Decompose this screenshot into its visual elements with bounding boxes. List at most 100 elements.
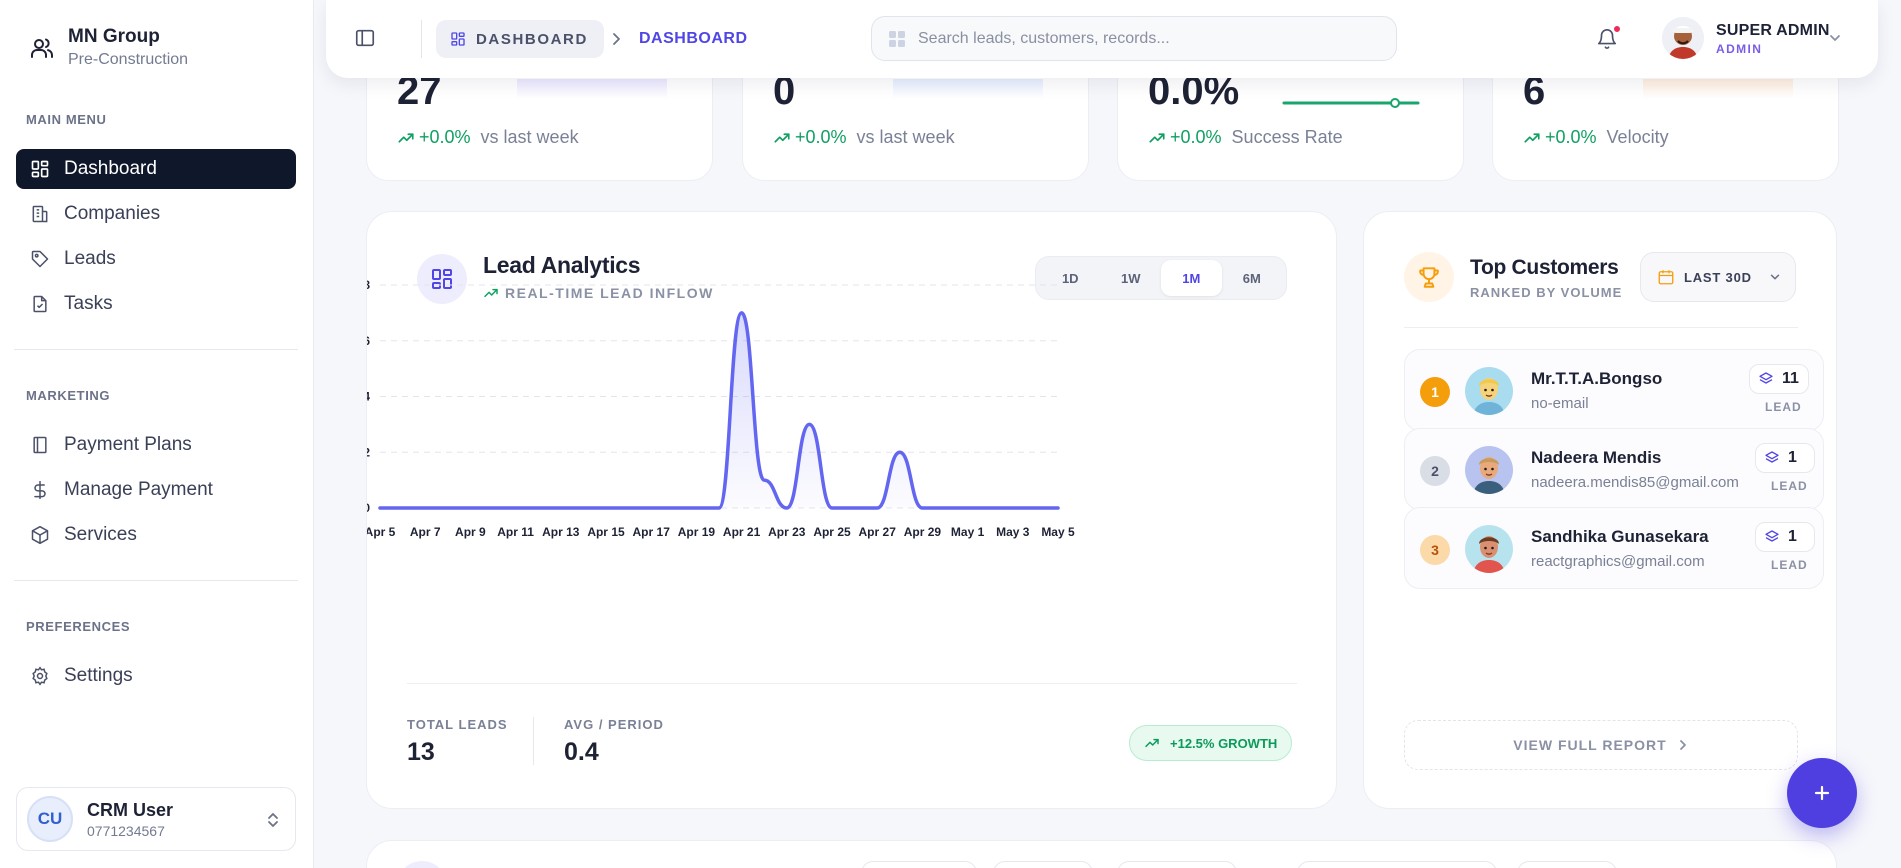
lead-count: 1 (1788, 528, 1797, 545)
avatar (1465, 367, 1513, 415)
add-fab-button[interactable] (1787, 758, 1857, 828)
period-select[interactable]: LAST 30D (1640, 252, 1796, 302)
bottom-card-icon (397, 861, 447, 868)
period-select-value: LAST 30D (1684, 269, 1752, 285)
data-point[interactable] (852, 505, 858, 511)
sidebar-item-services[interactable]: Services (16, 515, 296, 555)
lead-count: 1 (1788, 449, 1797, 466)
range-button-6m[interactable]: 6M (1242, 270, 1261, 286)
x-tick-label: Apr 17 (633, 525, 671, 539)
range-button-1m[interactable]: 1M (1161, 260, 1222, 296)
customer-row[interactable]: 1 Mr.T.T.A.Bongso no-email 11 LEAD (1404, 349, 1824, 431)
stat-sparkbar (893, 79, 1043, 99)
book-icon (33, 436, 47, 454)
user-card[interactable]: CU CRM User 0771234567 (16, 787, 296, 851)
users-icon (31, 38, 53, 58)
data-point[interactable] (377, 505, 383, 511)
data-point[interactable] (1055, 505, 1061, 511)
sidebar-item-companies[interactable]: Companies (16, 194, 296, 234)
data-point[interactable] (445, 505, 451, 511)
sidebar-item-label: Companies (64, 203, 161, 224)
stat-label: Velocity (1606, 127, 1669, 147)
view-full-report-button[interactable]: VIEW FULL REPORT (1404, 720, 1798, 770)
data-point[interactable] (784, 505, 790, 511)
y-tick-label: 0 (367, 501, 370, 515)
data-point[interactable] (1010, 505, 1016, 511)
customer-row[interactable]: 3 Sandhika Gunasekara reactgraphics@gmail.… (1404, 507, 1824, 589)
data-point[interactable] (603, 505, 609, 511)
data-point[interactable] (422, 505, 428, 511)
data-point[interactable] (761, 477, 767, 483)
data-point[interactable] (490, 505, 496, 511)
data-point[interactable] (648, 505, 654, 511)
bottom-card-control[interactable] (861, 861, 977, 868)
data-point[interactable] (535, 505, 541, 511)
x-tick-label: Apr 7 (410, 525, 441, 539)
section-label-preferences: PREFERENCES (26, 619, 131, 634)
data-point[interactable] (1032, 505, 1038, 511)
user-name: CRM User (87, 799, 174, 820)
stat-label: vs last week (480, 127, 579, 147)
x-tick-label: Apr 29 (904, 525, 942, 539)
data-point[interactable] (716, 505, 722, 511)
trend-up-icon (1145, 738, 1159, 748)
profile-name[interactable]: SUPER ADMIN (1716, 22, 1830, 39)
lead-caption: LEAD (1771, 479, 1808, 493)
bell-icon[interactable] (1596, 27, 1618, 51)
dashboard-icon (451, 32, 465, 46)
range-button-1w[interactable]: 1W (1121, 270, 1141, 286)
data-point[interactable] (693, 505, 699, 511)
bottom-card-control[interactable] (1297, 861, 1497, 868)
sidebar-item-manage-payment[interactable]: Manage Payment (16, 470, 296, 510)
sidebar-item-dashboard[interactable]: Dashboard (16, 149, 296, 189)
sidebar-item-payment-plans[interactable]: Payment Plans (16, 425, 296, 465)
top-customers-card: Top Customers RANKED BY VOLUME LAST 30D … (1363, 211, 1837, 809)
x-tick-label: May 5 (1041, 525, 1075, 539)
breadcrumb-root[interactable]: DASHBOARD (436, 20, 604, 58)
search-box[interactable] (871, 16, 1397, 61)
bottom-card-control[interactable] (993, 861, 1093, 868)
data-point[interactable] (513, 505, 519, 511)
search-input[interactable] (918, 29, 1358, 48)
brand[interactable]: MN Group Pre-Construction (30, 26, 188, 69)
series-line (378, 311, 1060, 510)
rank-badge: 2 (1420, 456, 1450, 486)
data-point[interactable] (626, 505, 632, 511)
data-point[interactable] (965, 505, 971, 511)
analytics-title: Lead Analytics (483, 252, 641, 278)
data-point[interactable] (739, 310, 745, 316)
data-point[interactable] (919, 505, 925, 511)
chevron-up-down-icon[interactable] (265, 810, 281, 830)
sidebar-divider (14, 349, 298, 350)
data-point[interactable] (829, 505, 835, 511)
data-point[interactable] (671, 505, 677, 511)
profile-role: ADMIN (1716, 42, 1763, 56)
data-point[interactable] (897, 449, 903, 455)
chevron-right-icon (613, 33, 620, 45)
sidebar-toggle-icon[interactable] (354, 27, 376, 49)
data-point[interactable] (987, 505, 993, 511)
bottom-card-control[interactable] (1117, 861, 1237, 868)
range-button-1d[interactable]: 1D (1061, 270, 1079, 286)
growth-text: +12.5% GROWTH (1170, 735, 1278, 751)
data-point[interactable] (806, 421, 812, 427)
sidebar-item-leads[interactable]: Leads (16, 239, 296, 279)
box-icon (31, 525, 49, 545)
data-point[interactable] (874, 505, 880, 511)
chevron-down-icon[interactable] (1828, 31, 1842, 45)
data-point[interactable] (558, 505, 564, 511)
avatar[interactable] (1662, 17, 1704, 59)
trend-up-icon (774, 132, 790, 143)
bottom-card-control[interactable] (1517, 861, 1617, 868)
data-point[interactable] (942, 505, 948, 511)
data-point[interactable] (580, 505, 586, 511)
data-point[interactable] (467, 505, 473, 511)
sidebar-item-tasks[interactable]: Tasks (16, 284, 296, 324)
customer-name: Mr.T.T.A.Bongso (1531, 369, 1663, 388)
bottom-card (366, 840, 1837, 868)
customer-row[interactable]: 2 Nadeera Mendis nadeera.mendis85@gmail.co… (1404, 428, 1824, 510)
sidebar-item-label: Tasks (64, 293, 113, 314)
customer-avatar-illustration (1465, 367, 1513, 415)
sidebar-item-settings[interactable]: Settings (16, 656, 296, 696)
data-point[interactable] (400, 505, 406, 511)
